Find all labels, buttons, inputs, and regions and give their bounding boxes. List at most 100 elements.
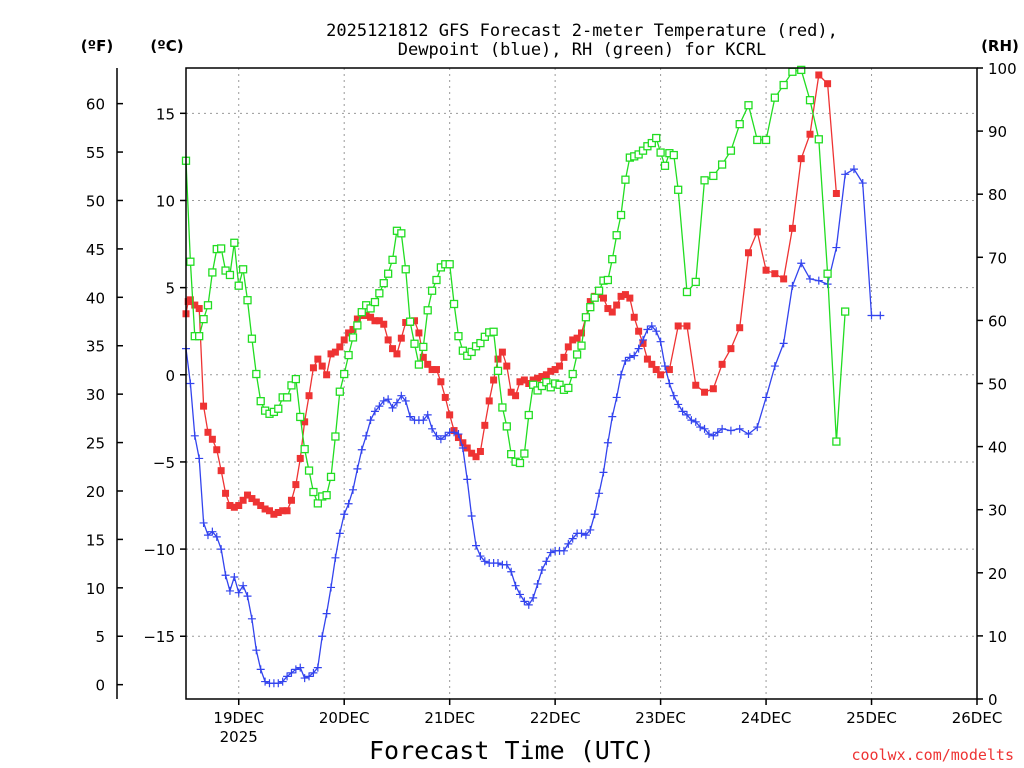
- dewpoint-point: [208, 527, 217, 536]
- dewpoint-point: [296, 663, 305, 672]
- temperature-point: [762, 266, 770, 274]
- temperature-point: [490, 376, 498, 384]
- rh-point: [423, 306, 432, 315]
- rh-point: [669, 150, 678, 160]
- temperature-point: [265, 507, 273, 515]
- rh-point: [419, 342, 428, 352]
- temperature-point: [626, 294, 634, 302]
- dewpoint-point: [581, 531, 590, 540]
- temperature-point: [345, 329, 353, 337]
- temperature-point: [463, 444, 471, 452]
- rh-point: [841, 307, 850, 316]
- dewpoint-point: [494, 559, 503, 568]
- dewpoint-point: [542, 557, 551, 566]
- rh-point: [603, 275, 613, 285]
- temperature-point: [657, 371, 665, 379]
- dewpoint-point: [401, 396, 410, 405]
- rh-point: [287, 381, 296, 390]
- rh-point: [410, 339, 419, 348]
- rh-point: [700, 176, 709, 185]
- dewpoint-point: [608, 412, 617, 421]
- dewpoint-point: [432, 431, 441, 440]
- temperature-point: [718, 360, 726, 368]
- rh-point: [568, 369, 577, 379]
- dewpoint-point: [511, 581, 520, 590]
- temperature-point: [270, 510, 278, 518]
- dewpoint-point: [344, 499, 353, 508]
- rh-point: [612, 231, 621, 240]
- rh-point: [507, 450, 516, 459]
- fahrenheit-tick-label: 60: [86, 96, 105, 114]
- temperature-point: [318, 362, 326, 370]
- rh-tick-label: 60: [988, 312, 1007, 330]
- dewpoint-point: [476, 552, 485, 561]
- series-layer: [181, 65, 885, 688]
- celsius-tick-label: −15: [143, 628, 175, 646]
- dewpoint-point: [467, 511, 476, 520]
- temperature-point: [239, 496, 247, 504]
- fahrenheit-tick-label: 30: [86, 386, 105, 404]
- fahrenheit-tick-label: 25: [86, 435, 105, 453]
- temperature-point: [771, 270, 779, 278]
- rh-point: [814, 135, 823, 144]
- rh-point: [577, 341, 586, 350]
- rh-point: [195, 332, 204, 341]
- dewpoint-point: [287, 668, 296, 677]
- dewpoint-point: [753, 423, 762, 432]
- rh-point: [735, 120, 744, 129]
- temperature-point: [621, 291, 629, 299]
- temperature-point: [402, 318, 410, 326]
- rh-point: [572, 350, 582, 359]
- dewpoint-point: [788, 281, 797, 290]
- rh-point: [608, 255, 617, 264]
- dewpoint-point: [384, 395, 393, 404]
- dewpoint-point: [735, 424, 744, 433]
- dewpoint-point: [537, 566, 546, 575]
- dewpoint-point: [274, 679, 283, 688]
- rh-point: [564, 383, 573, 393]
- dewpoint-point: [630, 351, 639, 360]
- rh-point: [717, 160, 727, 169]
- dewpoint-point: [331, 553, 340, 562]
- temperature-point: [780, 275, 788, 283]
- x-tick-label: 22DEC: [530, 709, 581, 727]
- dewpoint-point: [590, 510, 599, 519]
- dewpoint-point: [687, 416, 696, 425]
- dewpoint-point: [634, 344, 643, 353]
- rh-point: [709, 171, 718, 181]
- celsius-tick-label: 10: [156, 192, 175, 210]
- temperature-point: [195, 305, 203, 313]
- dewpoint-point: [520, 597, 529, 606]
- temperature-point: [573, 334, 581, 342]
- dewpoint-point: [559, 546, 568, 555]
- rh-point: [797, 65, 806, 75]
- temperature-point: [481, 421, 489, 429]
- rh-point: [313, 499, 322, 508]
- temperature-point: [222, 489, 230, 497]
- temperature-point: [279, 507, 287, 515]
- dewpoint-point: [524, 600, 533, 609]
- rh-point: [340, 369, 349, 379]
- dewpoint-point: [472, 541, 481, 550]
- rh-point: [788, 67, 797, 76]
- dewpoint-point: [876, 311, 885, 320]
- dewpoint-point: [621, 356, 630, 365]
- rh-point: [375, 289, 384, 298]
- rh-point: [467, 347, 476, 357]
- fahrenheit-tick-label: 5: [95, 628, 105, 646]
- dewpoint-point: [335, 529, 344, 538]
- dewpoint-point: [199, 518, 208, 527]
- dewpoint-point: [313, 663, 322, 672]
- rh-tick-label: 40: [988, 439, 1007, 457]
- temperature-point: [556, 362, 564, 370]
- rh-point: [515, 458, 525, 468]
- rh-point: [621, 175, 630, 184]
- rh-point: [476, 338, 485, 348]
- dewpoint-point: [256, 665, 265, 674]
- dewpoint-point: [564, 539, 573, 548]
- rh-point: [225, 270, 235, 280]
- dewpoint-point: [617, 370, 626, 379]
- temperature-point: [393, 350, 401, 358]
- temperature-point: [389, 345, 397, 353]
- temperature-point: [788, 224, 796, 232]
